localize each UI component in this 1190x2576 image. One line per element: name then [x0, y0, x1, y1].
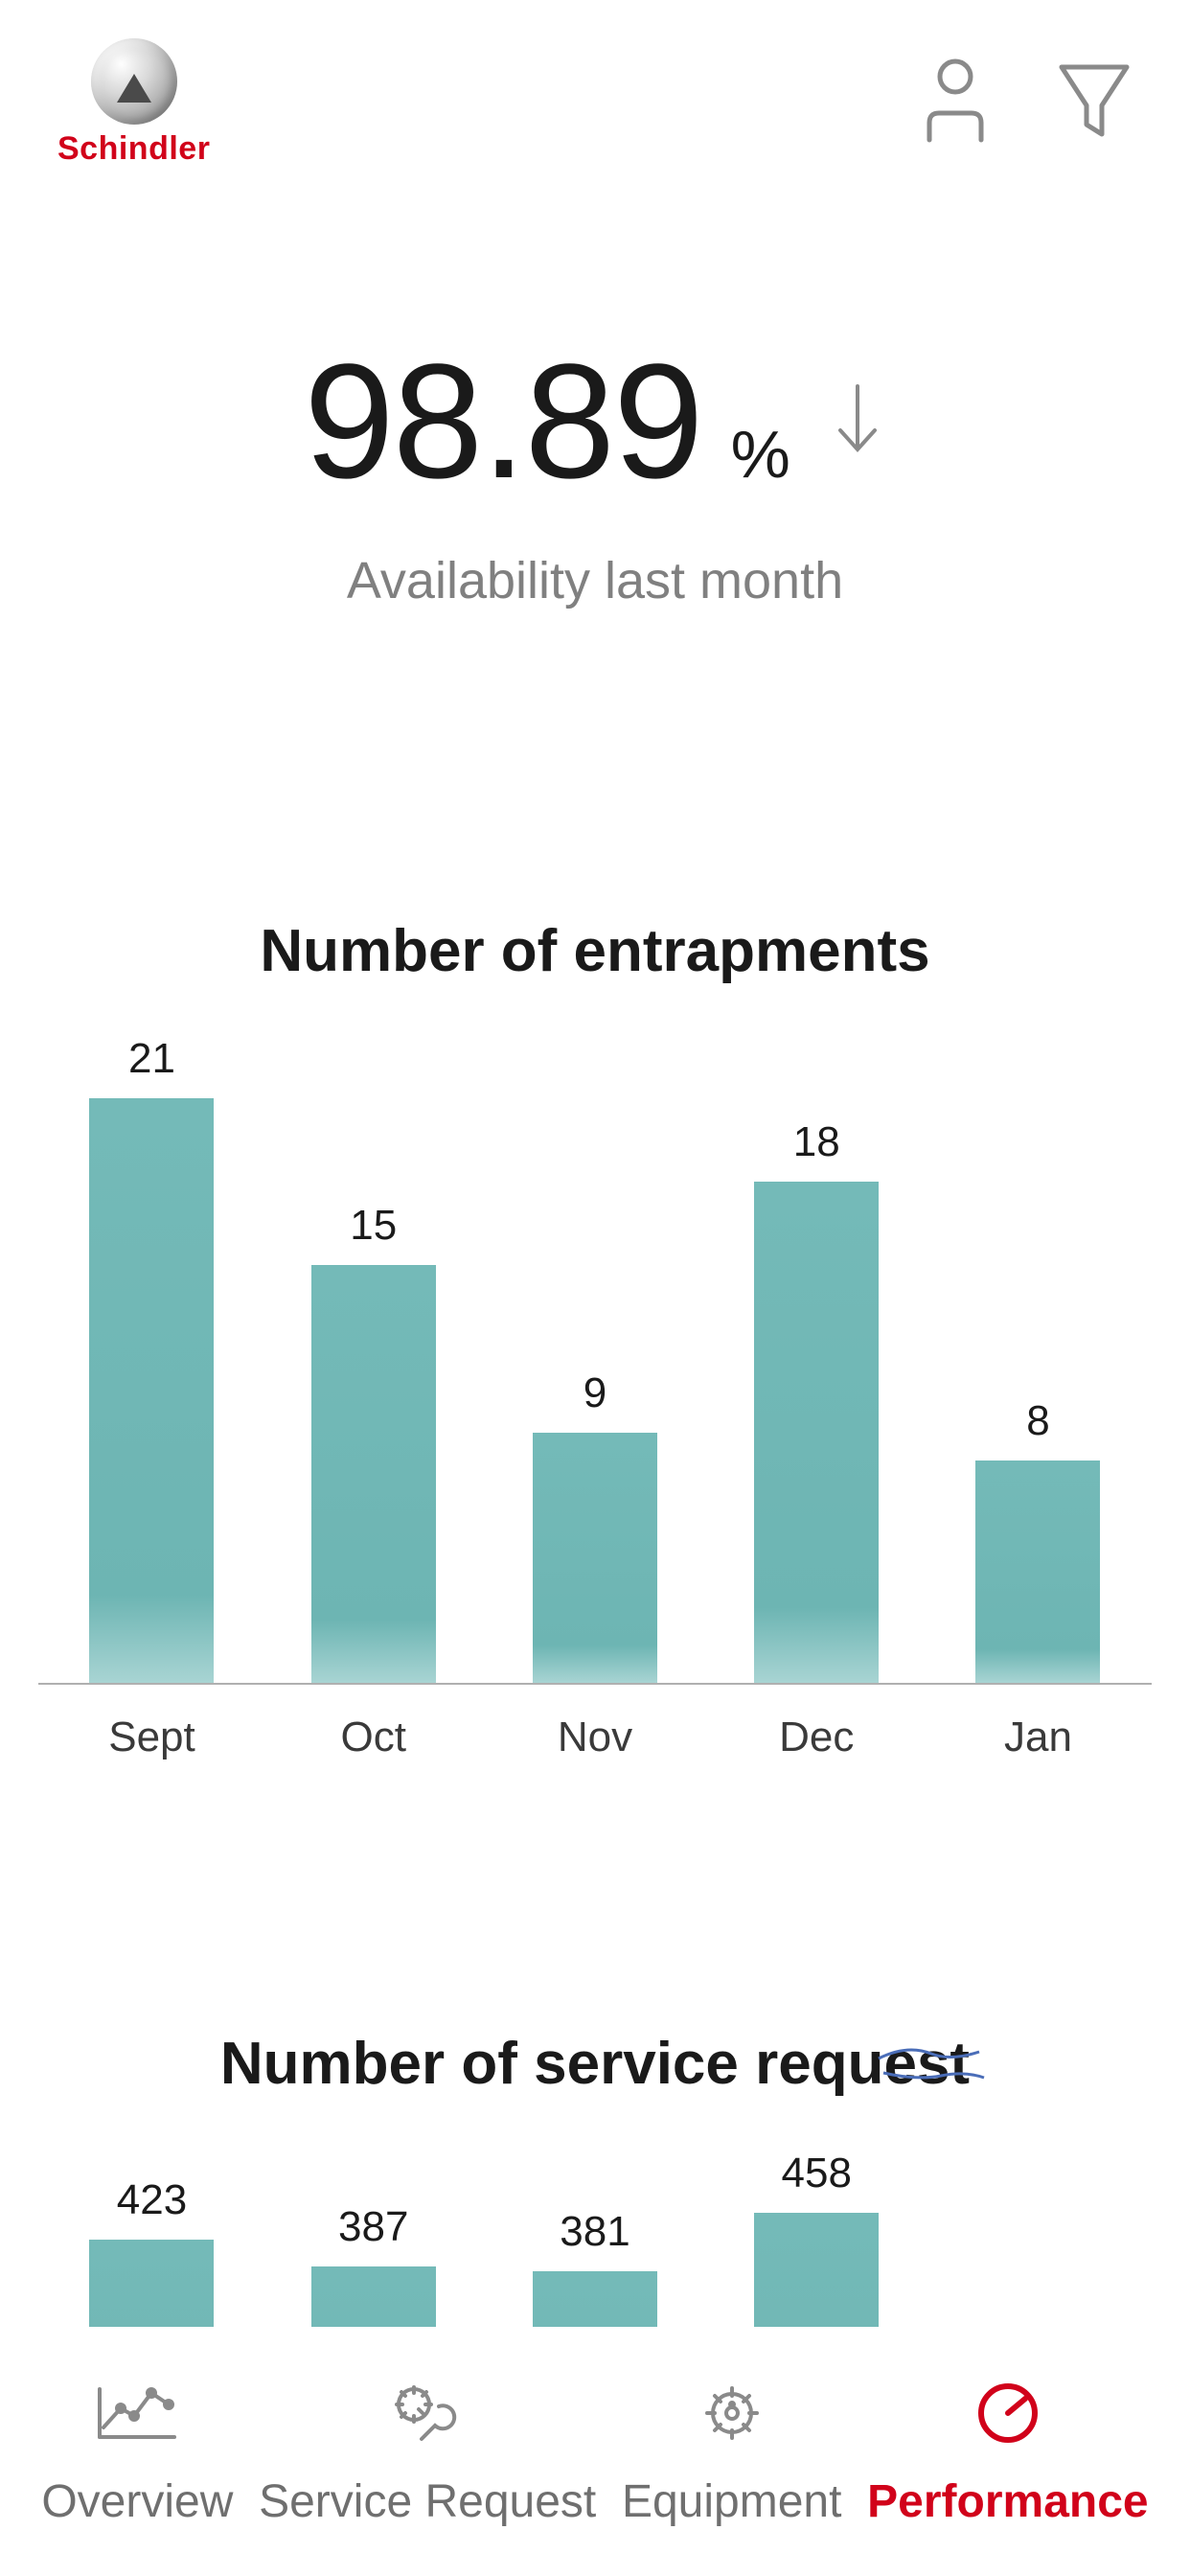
tab-label: Overview	[41, 2475, 233, 2528]
bar-column: 8	[934, 1397, 1142, 1683]
bar-column: 21	[48, 1035, 256, 1683]
brand-logo: Schindler	[57, 38, 210, 168]
gauge-icon	[970, 2380, 1046, 2447]
bar-value-label: 381	[560, 2208, 629, 2256]
x-axis-label: Nov	[492, 1714, 699, 1761]
bottom-tabbar: Overview Service Request Equipment Per	[0, 2327, 1190, 2576]
annotation-scribble	[874, 2044, 989, 2082]
gear-info-icon	[694, 2380, 770, 2447]
x-axis-label: Dec	[713, 1714, 921, 1761]
kpi-unit: %	[731, 416, 790, 493]
bar	[533, 1433, 657, 1683]
tab-equipment[interactable]: Equipment	[622, 2380, 841, 2528]
x-axis-label: Oct	[269, 1714, 477, 1761]
x-axis-label: Sept	[48, 1714, 256, 1761]
chart-title: Number of entrapments	[38, 917, 1152, 985]
bar-column: 9	[492, 1369, 699, 1683]
brand-name: Schindler	[57, 130, 210, 168]
kpi-availability: 98.89 % Availability last month	[0, 340, 1190, 610]
logo-mark	[91, 38, 177, 125]
bar-value-label: 9	[584, 1369, 606, 1417]
bar-value-label: 15	[350, 1202, 397, 1250]
chart-entrapments: Number of entrapments 21 15 9 18 8 Sept Oct No…	[0, 917, 1190, 1761]
bar-value-label: 387	[338, 2203, 408, 2251]
tab-service-request[interactable]: Service Request	[259, 2380, 596, 2528]
bar	[311, 1265, 436, 1683]
header: Schindler	[0, 0, 1190, 168]
bar-value-label: 21	[128, 1035, 175, 1083]
profile-icon	[922, 58, 989, 144]
profile-button[interactable]	[922, 58, 989, 147]
x-axis-label: Jan	[934, 1714, 1142, 1761]
bar	[754, 1182, 879, 1683]
tab-label: Service Request	[259, 2475, 596, 2528]
tab-label: Performance	[867, 2475, 1148, 2528]
bar-value-label: 423	[117, 2176, 187, 2224]
tab-overview[interactable]: Overview	[41, 2380, 233, 2528]
tools-icon	[389, 2380, 466, 2447]
bar	[89, 1098, 214, 1683]
chart-line-icon	[94, 2380, 180, 2447]
filter-icon	[1056, 58, 1133, 144]
tab-performance[interactable]: Performance	[867, 2380, 1148, 2528]
kpi-label: Availability last month	[0, 551, 1190, 610]
chart-title: Number of service request	[220, 2031, 970, 2097]
bar-value-label: 18	[793, 1118, 840, 1166]
bar-value-label: 8	[1026, 1397, 1049, 1445]
bar	[975, 1460, 1100, 1683]
bar-column: 15	[269, 1202, 477, 1683]
trend-down-icon	[829, 377, 886, 468]
filter-button[interactable]	[1056, 58, 1133, 147]
tab-label: Equipment	[622, 2475, 841, 2528]
bar-value-label: 458	[782, 2150, 852, 2197]
bar-column: 18	[713, 1118, 921, 1683]
kpi-value: 98.89	[304, 340, 701, 503]
